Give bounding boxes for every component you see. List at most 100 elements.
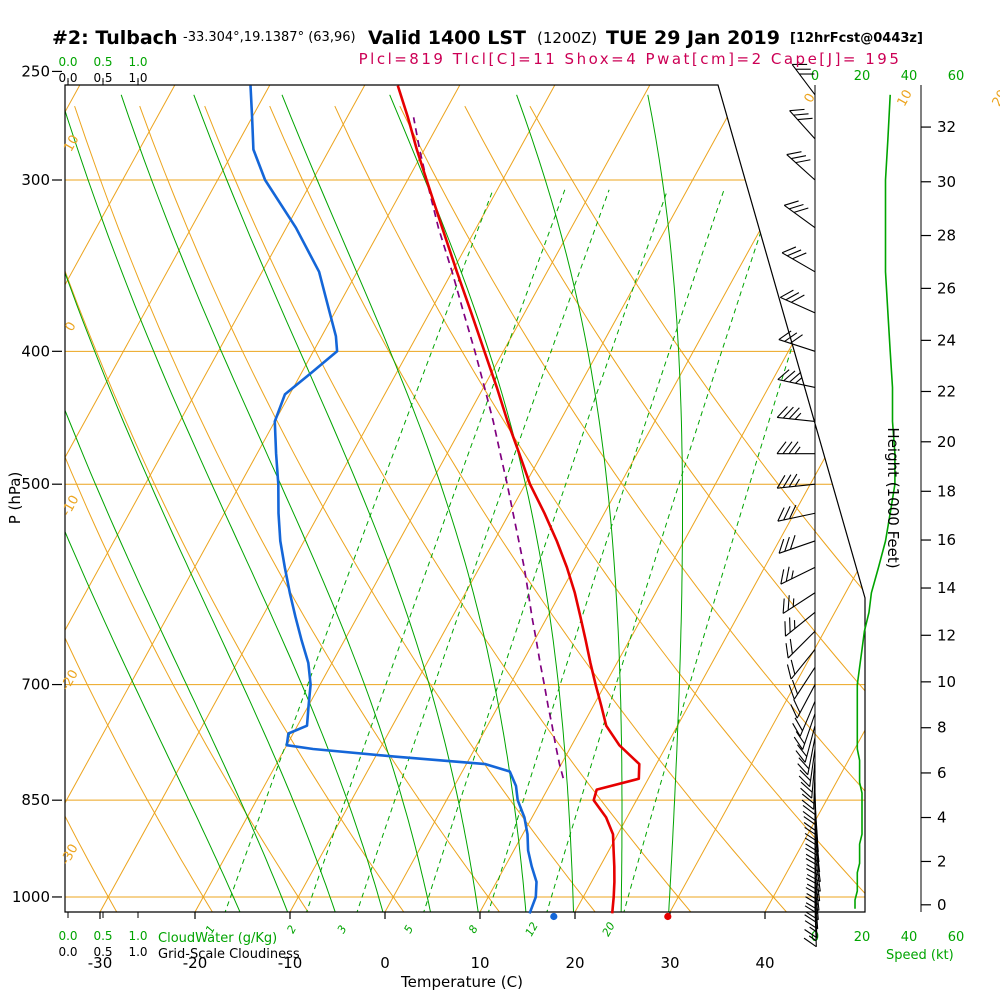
- wind-barb-feather: [789, 334, 803, 344]
- wind-barb-feather: [788, 203, 804, 210]
- height-tick-label: 26: [937, 279, 956, 297]
- axis-titles: P (hPa) Height (1000 Feet) Temperature (…: [6, 427, 954, 991]
- cloudiness-bottom-tick: 1.0: [128, 945, 147, 959]
- wind-barb-feather: [804, 832, 818, 843]
- wind-barb-feather: [776, 441, 787, 454]
- wind-barb-feather: [793, 207, 809, 213]
- wind-barb-feather: [801, 793, 815, 804]
- wind-barb-feather: [782, 474, 792, 488]
- temperature-tick-label: 40: [755, 954, 774, 972]
- pressure-axis-title: P (hPa): [6, 472, 24, 525]
- wind-barb-feather: [780, 569, 785, 585]
- moist-adiabat-0: [65, 94, 385, 912]
- wind-barb-staff: [777, 512, 816, 522]
- wind-barb-feather: [788, 684, 795, 700]
- wind-barb-half: [795, 377, 803, 384]
- mixing-ratio-line-1: [223, 189, 494, 912]
- indices-line: Plcl=819 Tlcl[C]=11 Shox=4 Pwat[cm]=2 Ca…: [359, 50, 902, 68]
- wind-barb-feather: [778, 330, 792, 341]
- temperature-axis-title: Temperature (C): [400, 973, 523, 991]
- isotherm-label-20: 20: [990, 87, 1000, 109]
- mixing-ratio-label-20: 20: [600, 920, 618, 939]
- wind-barb-feather: [777, 507, 785, 522]
- wind-speed-curve: [854, 94, 896, 909]
- wind-barb-feather: [804, 905, 819, 915]
- wind-barb-feather: [782, 598, 785, 614]
- pressure-tick-label: 1000: [12, 888, 50, 906]
- surface-markers: [550, 912, 672, 921]
- isotherm-20: [574, 85, 865, 912]
- wind-barb-feather: [805, 858, 820, 867]
- wind-barb-feather: [806, 883, 821, 892]
- wind-barb-feather: [793, 698, 801, 714]
- moist-adiabat-30: [647, 94, 683, 912]
- wind-barb-feather: [784, 332, 798, 342]
- pressure-tick-label: 300: [21, 171, 50, 189]
- wind-barb-feather: [797, 763, 809, 776]
- wind-barb-feather: [785, 292, 800, 301]
- wind-barb-feather: [804, 826, 818, 837]
- wind-barb-half: [809, 926, 817, 933]
- moist-adiabat-5: [120, 94, 432, 912]
- parcel-path: [412, 117, 565, 779]
- wind-barb-feather: [806, 873, 821, 883]
- dry-adiabat--10: [65, 105, 311, 912]
- wind-barb-feather: [806, 868, 820, 877]
- isotherm--50: [65, 85, 366, 912]
- valid-utc: (1200Z): [537, 29, 597, 47]
- mixing-ratio-label-3: 3: [335, 923, 350, 935]
- wind-barb-feather: [789, 617, 791, 633]
- wind-barb-feather: [784, 536, 790, 552]
- wind-barb-feather: [795, 159, 811, 164]
- plot-frame: [64, 84, 922, 913]
- temperature-tick-label: -30: [88, 954, 113, 972]
- wind-barb-feather: [791, 679, 799, 695]
- height-tick-label: 0: [937, 896, 947, 914]
- gridline-value-labels: 12 3 5 8 12 20 0 10 20 30 10 0 -10 -20 -30: [58, 87, 1000, 938]
- dry-adiabat-10: [74, 105, 502, 912]
- wind-barb-half: [794, 412, 802, 420]
- wind-barb-feather: [785, 643, 789, 659]
- wind-barb-feather: [784, 621, 787, 637]
- wind-barb-feather: [790, 704, 798, 719]
- wind-barb-feather: [803, 822, 817, 832]
- wind-barb-feather: [791, 155, 807, 160]
- wind-barb-staff: [778, 339, 816, 352]
- dry-adiabat--30: [65, 105, 119, 912]
- isotherm--40: [65, 85, 461, 912]
- wind-barb-feather: [783, 506, 791, 521]
- wind-barb-feather: [793, 113, 809, 116]
- isotherm-label-10: 10: [895, 87, 916, 109]
- wind-barb-half: [794, 478, 800, 487]
- wind-barb-feather: [785, 566, 790, 582]
- height-tick-label: 24: [937, 331, 956, 349]
- speed-axis-title: Speed (kt): [886, 948, 954, 963]
- wind-barb-feather: [804, 914, 818, 924]
- wind-barb-feather: [804, 929, 818, 939]
- cloudiness-bottom-tick: 0.0: [58, 945, 77, 959]
- wind-barb-feather: [806, 863, 820, 873]
- temperature-profile: [396, 85, 641, 914]
- valid-time: Valid 1400 LST: [368, 27, 526, 49]
- isotherm-30: [669, 85, 865, 912]
- wind-barb-feather: [805, 902, 820, 911]
- wind-barb-half: [791, 570, 794, 579]
- height-tick-label: 30: [937, 173, 956, 191]
- wind-barb-feather: [801, 799, 815, 810]
- wind-barb-staff: [786, 154, 816, 181]
- mixing-ratio-label-2: 2: [284, 923, 299, 935]
- speed-tick-top: 0: [811, 69, 819, 84]
- height-tick-label: 2: [937, 852, 947, 870]
- wind-barb-feather: [795, 750, 806, 763]
- wind-barb-feather: [802, 804, 816, 815]
- surface-temperature-dot: [664, 912, 672, 921]
- wind-barb-feather: [792, 723, 801, 737]
- wind-barb-staff: [782, 592, 816, 614]
- height-tick-label: 8: [937, 719, 947, 737]
- wind-barb-feather: [789, 504, 797, 519]
- wind-barb-half: [808, 935, 817, 942]
- dry-adiabat-70: [464, 105, 865, 912]
- cloudwater-bottom-tick: 0.5: [93, 929, 112, 943]
- cloudwater-bottom-tick: 0.0: [58, 929, 77, 943]
